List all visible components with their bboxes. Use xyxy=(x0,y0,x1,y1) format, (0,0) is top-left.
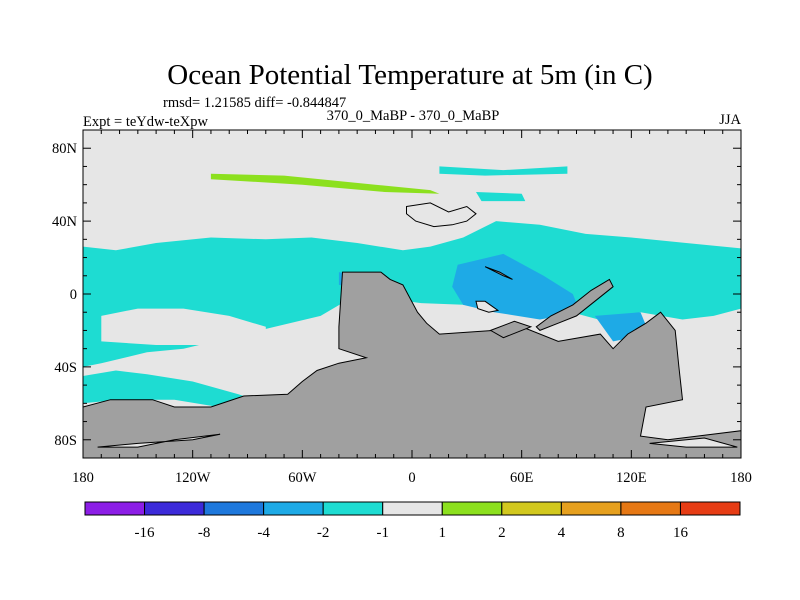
colorbar-label: 16 xyxy=(673,525,689,541)
colorbar-swatch xyxy=(144,501,205,516)
land-island-small-north xyxy=(484,266,513,280)
colorbar-label: 8 xyxy=(617,525,625,541)
x-tick-label: 60W xyxy=(288,470,317,486)
ocean-cutout-south-east xyxy=(649,437,738,448)
colorbar-label: -4 xyxy=(257,525,270,541)
colorbar: -16 -8 -4 -2 -1 1 2 4 8 16 xyxy=(84,501,741,541)
colorbar-swatch xyxy=(263,501,324,516)
x-tick-label: 180 xyxy=(730,470,752,486)
colorbar-swatch xyxy=(203,501,265,516)
x-tick-label: 120E xyxy=(616,470,647,486)
colorbar-label: -1 xyxy=(376,525,389,541)
ocean-cutout-south-west xyxy=(97,433,221,448)
colorbar-label: 4 xyxy=(558,525,566,541)
x-tick-label: 0 xyxy=(408,470,415,486)
colorbar-swatch xyxy=(560,501,622,516)
colorbar-label: -2 xyxy=(317,525,330,541)
anomaly-region-north-strip xyxy=(439,166,568,176)
y-tick-label: 0 xyxy=(70,287,77,303)
season-label: JJA xyxy=(719,112,741,128)
experiment-label: Expt = teYdw-teXpw xyxy=(83,114,208,130)
land-continent-main xyxy=(82,271,742,459)
ocean-cutout-central xyxy=(475,300,500,313)
anomaly-region-green-band-north xyxy=(210,173,440,194)
land-island-east-diagonal xyxy=(535,278,614,331)
colorbar-label: 1 xyxy=(439,525,447,541)
colorbar-swatch xyxy=(679,501,741,516)
colorbar-swatch xyxy=(84,501,146,516)
stats-label: rmsd= 1.21585 diff= -0.844847 xyxy=(163,95,346,111)
colorbar-swatch xyxy=(620,501,681,516)
map-plot-area xyxy=(82,129,742,459)
y-axis: 80N 40N 0 40S 80S xyxy=(52,129,741,459)
colorbar-swatch xyxy=(441,501,503,516)
colorbar-swatch xyxy=(382,501,443,516)
y-tick-label: 80N xyxy=(52,141,78,157)
colorbar-label: -8 xyxy=(198,525,211,541)
anomaly-region-south-pacific-clear xyxy=(101,308,266,345)
colorbar-label: 2 xyxy=(498,525,506,541)
land-island-mid xyxy=(489,320,533,339)
ocean-cutout-north-mid xyxy=(406,202,477,228)
y-tick-label: 40N xyxy=(52,214,78,230)
colorbar-label: -16 xyxy=(135,525,155,541)
colorbar-swatch xyxy=(322,501,384,516)
land-mask xyxy=(82,202,742,459)
anomaly-region-north-patch xyxy=(476,192,526,202)
x-tick-label: 120W xyxy=(175,470,211,486)
chart-title: Ocean Potential Temperature at 5m (in C) xyxy=(167,59,652,91)
x-axis: 180 120W 60W 0 60E 120E 180 xyxy=(72,130,752,486)
y-tick-label: 80S xyxy=(54,433,77,449)
y-tick-label: 40S xyxy=(54,360,77,376)
x-tick-label: 60E xyxy=(510,470,534,486)
colorbar-swatch xyxy=(501,501,562,516)
x-tick-label: 180 xyxy=(72,470,94,486)
comparison-label: 370_0_MaBP - 370_0_MaBP xyxy=(327,108,500,124)
